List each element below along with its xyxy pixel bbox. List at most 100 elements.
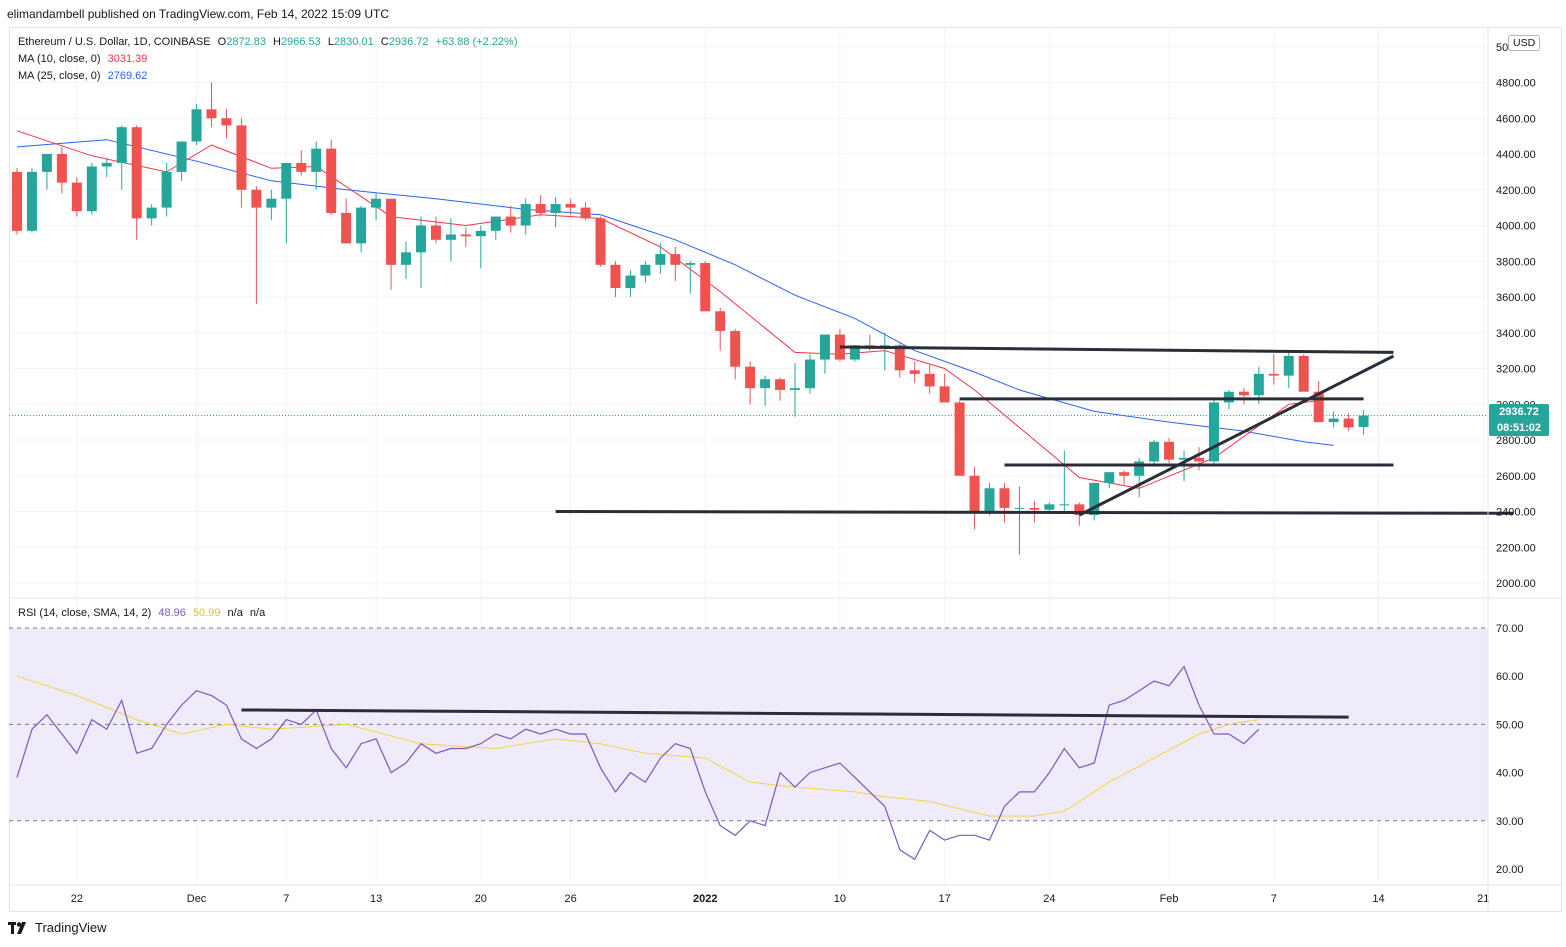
candle: [1358, 410, 1369, 435]
candle: [161, 162, 172, 217]
candle: [1119, 470, 1130, 485]
candle-body: [326, 148, 337, 213]
time-tick-label: 13: [370, 893, 382, 905]
candle: [206, 82, 217, 128]
ma10-legend: MA (10, close, 0) 3031.39: [18, 53, 151, 65]
rsi-tick-label: 30.00: [1496, 816, 1524, 828]
rising-trendline-line[interactable]: [1078, 354, 1395, 517]
candle: [386, 198, 397, 290]
candle: [326, 139, 337, 215]
candle: [1089, 482, 1100, 521]
candle: [371, 193, 382, 221]
rsi-sma-line: [16, 675, 1259, 817]
candle: [924, 364, 935, 394]
candle: [401, 241, 412, 280]
candle: [1059, 450, 1070, 512]
candle-body: [236, 125, 247, 190]
candle: [700, 261, 711, 312]
time-tick-label: 2022: [693, 893, 717, 905]
candle: [460, 227, 471, 247]
rsi-label: RSI (14, close, SMA, 14, 2): [18, 607, 152, 619]
candle-body: [356, 207, 367, 244]
rsi-legend: RSI (14, close, SMA, 14, 2) 48.96 50.99 …: [18, 607, 269, 619]
candle: [86, 162, 97, 215]
candle: [341, 198, 352, 244]
candle-body: [550, 204, 561, 213]
candle-body: [251, 189, 262, 208]
rsi-tick-label: 60.00: [1496, 671, 1524, 683]
candle: [12, 168, 22, 235]
footer-brand[interactable]: TradingView: [8, 920, 107, 935]
ohlc-change: +63.88 (+2.22%): [435, 36, 518, 48]
time-tick-label: 7: [1271, 893, 1277, 905]
candle-body: [1074, 504, 1085, 516]
candle: [281, 162, 292, 244]
currency-button[interactable]: USD: [1508, 35, 1541, 51]
candle: [745, 361, 756, 405]
upper-resistance-line[interactable]: [839, 345, 1394, 354]
candle-body: [924, 373, 935, 387]
candle: [41, 154, 52, 190]
rsi-line: [16, 665, 1260, 861]
candle-body: [760, 379, 771, 389]
time-tick-label: 17: [939, 893, 951, 905]
ma10-label: MA (10, close, 0): [18, 53, 101, 65]
price-tick-label: 4400.00: [1496, 149, 1536, 161]
candle: [236, 118, 247, 208]
candle-body: [281, 162, 292, 199]
last-price-tag: 2936.72 08:51:02: [1489, 404, 1549, 436]
candle: [1104, 472, 1115, 489]
rsi-na-2: n/a: [249, 607, 266, 619]
rsi-resistance-line[interactable]: [241, 708, 1349, 719]
price-tick-label: 2800.00: [1496, 435, 1536, 447]
lower-support-line[interactable]: [555, 510, 1514, 515]
candle-body: [984, 488, 995, 512]
candle-body: [1029, 507, 1040, 510]
candle: [101, 157, 112, 178]
candle-body: [296, 162, 307, 172]
candle-body: [819, 334, 830, 360]
candle-body: [685, 263, 696, 265]
ma10-value: 3031.39: [107, 53, 148, 65]
candle: [311, 141, 322, 190]
candle: [610, 261, 621, 297]
candle: [71, 177, 82, 217]
candle: [1164, 438, 1175, 464]
candle: [356, 205, 367, 253]
candle-body: [221, 118, 232, 126]
candle: [1044, 502, 1055, 512]
ohlc-open: 2872.83: [226, 36, 266, 48]
candle: [1313, 381, 1324, 423]
candle-body: [894, 345, 905, 371]
price-tick-label: 3800.00: [1496, 256, 1536, 268]
candle-body: [176, 141, 187, 172]
ma25-value: 2769.62: [107, 70, 148, 82]
rsi-tick-label: 70.00: [1496, 623, 1524, 635]
candle-body: [1104, 472, 1115, 483]
candle-body: [1208, 402, 1219, 462]
candle-body: [101, 162, 112, 167]
chart-frame: [9, 27, 1562, 912]
candle-body: [505, 216, 516, 226]
price-tick-label: 2200.00: [1496, 542, 1536, 554]
candle-body: [116, 127, 127, 163]
candle-body: [371, 198, 382, 208]
candle: [1149, 440, 1160, 467]
candle: [640, 261, 651, 283]
candle: [131, 125, 142, 240]
candle-body: [775, 379, 786, 390]
candle: [550, 196, 561, 228]
candle-body: [341, 212, 352, 244]
candle: [580, 202, 591, 221]
candle: [1193, 447, 1204, 471]
candle-body: [191, 109, 202, 142]
candle: [954, 400, 965, 476]
candle-body: [1149, 441, 1160, 462]
candle: [1298, 354, 1309, 392]
candle-body: [700, 263, 711, 312]
candle-body: [730, 330, 741, 367]
candle: [1268, 354, 1279, 385]
candle: [984, 482, 995, 516]
candle-body: [849, 345, 860, 360]
